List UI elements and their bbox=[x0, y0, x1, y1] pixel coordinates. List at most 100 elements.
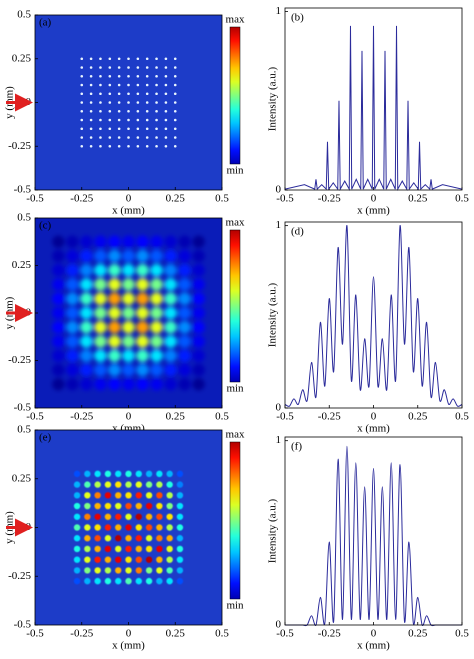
intensity-spot bbox=[164, 83, 168, 87]
intensity-spot bbox=[117, 109, 121, 113]
intensity-spot bbox=[80, 378, 93, 391]
intensity-spot bbox=[108, 363, 121, 377]
y-tick-label: 0 bbox=[276, 619, 282, 631]
intensity-spot bbox=[108, 127, 112, 131]
intensity-spot bbox=[108, 83, 112, 87]
intensity-spot bbox=[155, 66, 158, 69]
intensity-spot bbox=[155, 92, 158, 96]
intensity-spot bbox=[166, 577, 173, 585]
intensity-spot bbox=[89, 57, 93, 61]
intensity-spot bbox=[104, 567, 112, 574]
intensity-spot bbox=[145, 57, 149, 61]
intensity-spot bbox=[115, 524, 122, 531]
intensity-spot bbox=[166, 556, 173, 563]
intensity-spot bbox=[136, 363, 149, 377]
intensity-spot bbox=[150, 278, 163, 291]
intensity-spot bbox=[145, 556, 153, 563]
intensity-spot bbox=[178, 249, 191, 263]
intensity-spot bbox=[94, 535, 101, 542]
intensity-spot bbox=[52, 378, 65, 391]
intensity-spot bbox=[135, 535, 142, 542]
intensity-spot bbox=[176, 481, 184, 488]
y-tick-label: -0.25 bbox=[8, 140, 31, 152]
intensity-spot bbox=[156, 545, 163, 553]
x-tick-label: 0.5 bbox=[455, 628, 469, 640]
x-tick-label: -0.5 bbox=[26, 411, 44, 423]
y-tick-label: 0.25 bbox=[12, 52, 32, 64]
intensity-spot bbox=[155, 136, 158, 139]
y-tick-label: 1 bbox=[276, 434, 282, 446]
x-tick-label: 0.5 bbox=[215, 411, 229, 423]
intensity-spot bbox=[122, 335, 135, 348]
intensity-spot bbox=[117, 127, 121, 131]
intensity-spot bbox=[166, 567, 173, 574]
intensity-spot bbox=[173, 101, 177, 104]
panel-label: (f) bbox=[291, 441, 302, 453]
intensity-spot bbox=[164, 335, 177, 348]
colorbar-max-label: max bbox=[226, 217, 245, 229]
intensity-spot bbox=[164, 349, 177, 362]
intensity-spot bbox=[127, 118, 130, 122]
intensity-spot bbox=[135, 481, 142, 488]
intensity-spot bbox=[156, 524, 163, 531]
intensity-spot bbox=[73, 502, 81, 510]
intensity-spot bbox=[99, 83, 102, 87]
intensity-spot bbox=[150, 249, 163, 263]
intensity-spot bbox=[80, 136, 84, 139]
y-tick-label: 0.5 bbox=[17, 212, 31, 224]
intensity-spot bbox=[155, 144, 158, 148]
intensity-spot bbox=[94, 492, 101, 499]
intensity-spot bbox=[89, 83, 93, 87]
intensity-spot bbox=[104, 492, 112, 499]
intensity-spot bbox=[164, 306, 177, 320]
intensity-spot bbox=[52, 249, 65, 263]
intensity-spot bbox=[178, 235, 191, 248]
intensity-spot bbox=[145, 513, 153, 520]
intensity-spot bbox=[89, 74, 93, 78]
intensity-spot bbox=[156, 567, 163, 574]
intensity-spot bbox=[108, 306, 121, 320]
x-tick-label: 0.25 bbox=[408, 411, 428, 423]
intensity-spot bbox=[108, 144, 112, 148]
intensity-spot bbox=[80, 83, 84, 87]
intensity-spot bbox=[173, 118, 177, 122]
x-axis-label: x (mm) bbox=[112, 640, 145, 652]
intensity-spot bbox=[73, 545, 81, 553]
intensity-spot bbox=[117, 66, 121, 69]
intensity-spot bbox=[156, 535, 163, 542]
intensity-line bbox=[285, 445, 463, 627]
intensity-spot bbox=[89, 92, 93, 96]
intensity-spot bbox=[94, 278, 107, 291]
intensity-spot bbox=[136, 101, 140, 104]
intensity-spot bbox=[80, 101, 84, 104]
intensity-spot bbox=[135, 513, 142, 520]
intensity-spot bbox=[150, 349, 163, 362]
intensity-spot bbox=[173, 83, 177, 87]
intensity-spot bbox=[80, 363, 93, 377]
intensity-spot bbox=[192, 335, 205, 348]
intensity-spot bbox=[66, 378, 79, 391]
intensity-spot bbox=[125, 535, 132, 542]
intensity-spot bbox=[127, 66, 130, 69]
intensity-spot bbox=[108, 66, 112, 69]
x-tick-label: -0.25 bbox=[318, 411, 341, 423]
intensity-spot bbox=[127, 127, 130, 131]
intensity-spot bbox=[150, 264, 163, 277]
intensity-spot bbox=[94, 545, 101, 553]
panel-label: (c) bbox=[39, 220, 52, 232]
intensity-spot bbox=[136, 378, 149, 391]
intensity-spot bbox=[150, 378, 163, 391]
intensity-spot bbox=[80, 264, 93, 277]
intensity-spot bbox=[99, 92, 102, 96]
x-tick-label: 0 bbox=[371, 193, 377, 205]
intensity-spot bbox=[192, 306, 205, 320]
intensity-spot bbox=[99, 127, 102, 131]
intensity-spot bbox=[192, 378, 205, 391]
intensity-spot bbox=[173, 92, 177, 96]
intensity-spot bbox=[52, 306, 65, 320]
intensity-line bbox=[284, 225, 463, 407]
intensity-spot bbox=[84, 524, 91, 531]
intensity-spot bbox=[84, 545, 91, 553]
intensity-spot bbox=[176, 470, 184, 478]
